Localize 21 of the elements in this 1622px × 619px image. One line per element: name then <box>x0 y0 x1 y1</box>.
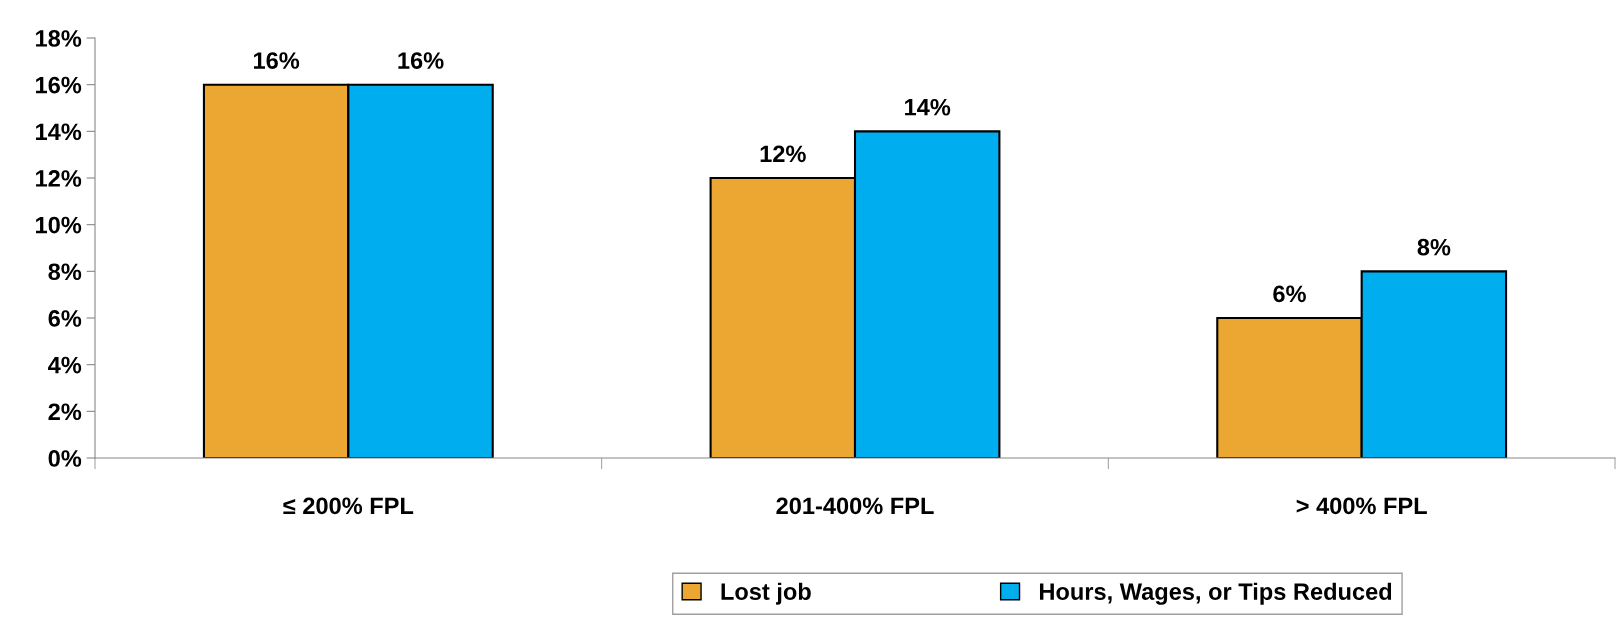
y-tick-label: 2% <box>48 403 82 421</box>
y-tick-label: 8% <box>48 263 82 281</box>
y-tick-label: 6% <box>48 310 82 327</box>
y-tick-label: 4% <box>48 356 82 374</box>
data-label: 12% <box>760 145 806 163</box>
x-tick-label: > 400% FPL <box>1296 497 1427 515</box>
data-label: 16% <box>253 52 300 69</box>
data-label: 16% <box>398 52 444 69</box>
y-tick-label: 10% <box>36 216 82 234</box>
y-tick-label: 0% <box>48 450 82 467</box>
x-tick-label: ≤ 200% FPL <box>283 497 414 515</box>
data-label: 14% <box>905 98 951 116</box>
data-label: 6% <box>1273 285 1306 303</box>
y-tick-label: 16% <box>36 76 82 94</box>
y-tick-label: 12% <box>36 170 82 187</box>
data-label: 8% <box>1417 238 1451 256</box>
y-tick-label: 18% <box>36 30 82 47</box>
x-tick-label: 201-400% FPL <box>776 497 934 515</box>
legend-label: Hours, Wages, or Tips Reduced <box>1039 582 1392 605</box>
y-tick-label: 14% <box>36 123 82 141</box>
legend-label: Lost job <box>721 582 811 605</box>
